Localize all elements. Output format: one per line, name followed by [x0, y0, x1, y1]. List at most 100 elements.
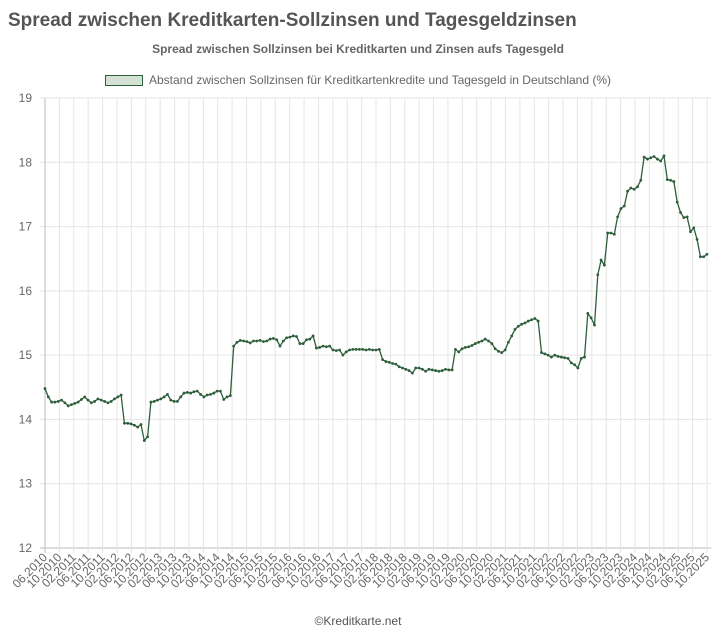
data-point[interactable] — [96, 397, 100, 401]
data-point[interactable] — [66, 404, 70, 408]
data-point[interactable] — [576, 366, 580, 370]
data-point[interactable] — [579, 356, 583, 360]
data-point[interactable] — [593, 323, 596, 327]
data-point[interactable] — [185, 391, 189, 394]
data-point[interactable] — [642, 155, 646, 159]
data-point[interactable] — [467, 345, 471, 349]
data-point[interactable] — [391, 362, 394, 365]
data-point[interactable] — [202, 395, 206, 399]
data-point[interactable] — [46, 395, 50, 399]
data-point[interactable] — [348, 348, 351, 352]
data-point[interactable] — [162, 395, 166, 399]
data-point[interactable] — [103, 400, 106, 403]
data-point[interactable] — [324, 345, 328, 349]
data-point[interactable] — [99, 398, 103, 402]
data-point[interactable] — [530, 318, 533, 322]
legend-swatch[interactable] — [104, 74, 143, 86]
data-point[interactable] — [358, 347, 361, 351]
data-point[interactable] — [540, 351, 543, 354]
data-point[interactable] — [242, 339, 246, 343]
data-point[interactable] — [606, 231, 610, 235]
data-point[interactable] — [573, 363, 576, 367]
data-point[interactable] — [305, 338, 308, 342]
data-point[interactable] — [596, 273, 600, 277]
data-point[interactable] — [503, 348, 507, 352]
data-point[interactable] — [56, 400, 60, 403]
data-point[interactable] — [291, 334, 295, 338]
data-point[interactable] — [586, 311, 590, 315]
data-point[interactable] — [566, 356, 570, 360]
data-point[interactable] — [636, 185, 639, 189]
data-point[interactable] — [500, 351, 504, 354]
data-point[interactable] — [172, 400, 176, 403]
data-point[interactable] — [384, 360, 388, 363]
data-point[interactable] — [225, 395, 229, 399]
data-point[interactable] — [83, 395, 87, 399]
data-point[interactable] — [139, 423, 143, 426]
data-point[interactable] — [106, 401, 110, 405]
data-point[interactable] — [205, 393, 209, 397]
data-point[interactable] — [228, 394, 232, 398]
data-point[interactable] — [652, 155, 656, 158]
data-point[interactable] — [487, 339, 490, 343]
data-point[interactable] — [215, 389, 219, 393]
data-point[interactable] — [559, 355, 563, 359]
data-point[interactable] — [262, 340, 265, 344]
data-point[interactable] — [265, 339, 269, 343]
data-point[interactable] — [424, 369, 428, 373]
data-point[interactable] — [417, 366, 421, 370]
data-point[interactable] — [321, 344, 325, 348]
data-point[interactable] — [536, 319, 540, 323]
data-point[interactable] — [182, 391, 186, 395]
data-point[interactable] — [516, 324, 520, 328]
data-point[interactable] — [483, 337, 487, 341]
data-point[interactable] — [437, 369, 441, 373]
data-point[interactable] — [622, 204, 626, 208]
data-point[interactable] — [420, 367, 424, 371]
data-point[interactable] — [53, 400, 57, 404]
data-point[interactable] — [672, 180, 676, 183]
data-point[interactable] — [649, 156, 653, 160]
data-point[interactable] — [669, 178, 672, 182]
data-point[interactable] — [169, 398, 173, 402]
data-point[interactable] — [60, 398, 63, 402]
data-point[interactable] — [689, 230, 692, 234]
data-point[interactable] — [113, 397, 116, 401]
data-point[interactable] — [679, 211, 682, 214]
data-point[interactable] — [209, 392, 212, 396]
data-point[interactable] — [195, 389, 199, 393]
data-point[interactable] — [682, 216, 686, 219]
data-point[interactable] — [252, 339, 255, 343]
data-point[interactable] — [507, 340, 510, 344]
data-point[interactable] — [315, 346, 318, 350]
data-point[interactable] — [612, 232, 616, 236]
data-point[interactable] — [480, 339, 484, 343]
data-point[interactable] — [212, 391, 216, 395]
data-point[interactable] — [132, 423, 136, 427]
data-point[interactable] — [685, 215, 689, 219]
data-point[interactable] — [142, 439, 146, 443]
data-point[interactable] — [619, 207, 623, 210]
data-point[interactable] — [497, 349, 500, 353]
data-point[interactable] — [63, 401, 67, 405]
chart-legend[interactable]: Abstand zwischen Sollzinsen für Kreditka… — [0, 73, 716, 87]
data-point[interactable] — [563, 356, 567, 360]
data-point[interactable] — [616, 215, 620, 219]
data-point[interactable] — [602, 263, 606, 267]
data-point[interactable] — [705, 252, 709, 256]
data-point[interactable] — [434, 369, 437, 372]
data-point[interactable] — [626, 189, 629, 193]
data-point[interactable] — [698, 255, 702, 259]
data-point[interactable] — [311, 334, 315, 338]
data-point[interactable] — [477, 340, 481, 344]
data-point[interactable] — [377, 347, 381, 351]
data-point[interactable] — [543, 352, 547, 356]
data-point[interactable] — [73, 401, 77, 405]
data-point[interactable] — [411, 371, 414, 375]
data-point[interactable] — [655, 157, 659, 161]
legend-label[interactable]: Abstand zwischen Sollzinsen für Kreditka… — [148, 73, 612, 87]
data-point[interactable] — [397, 365, 401, 369]
data-point[interactable] — [401, 366, 404, 370]
data-point[interactable] — [232, 344, 236, 348]
data-point[interactable] — [238, 338, 242, 342]
